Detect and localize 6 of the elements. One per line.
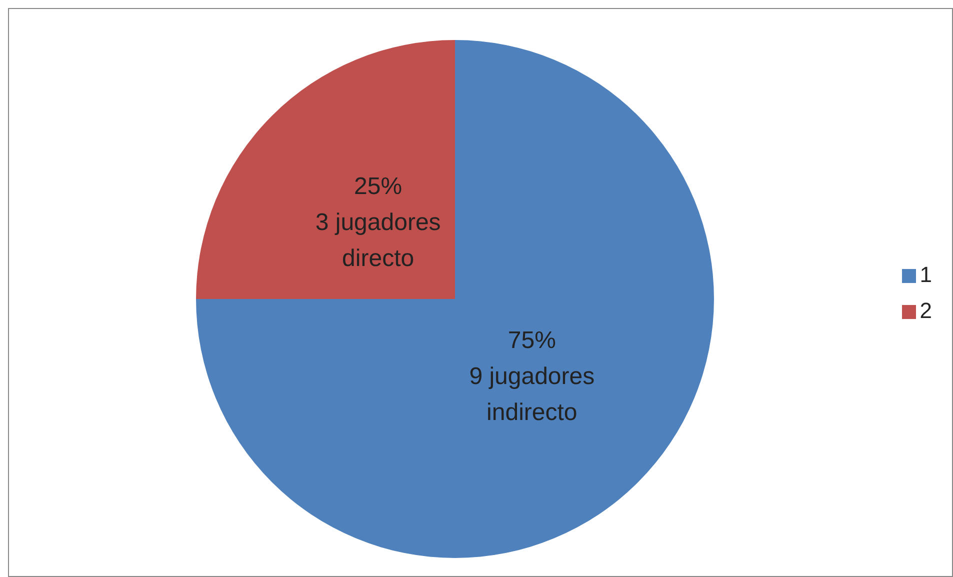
pie-slice: [196, 40, 714, 558]
legend-label: 1: [920, 262, 932, 286]
pie-slice: [196, 40, 455, 299]
data-label: 25% 3 jugadores directo: [315, 172, 441, 272]
legend-label: 2: [920, 298, 932, 322]
data-label: 75% 9 jugadores indirecto: [469, 326, 595, 426]
